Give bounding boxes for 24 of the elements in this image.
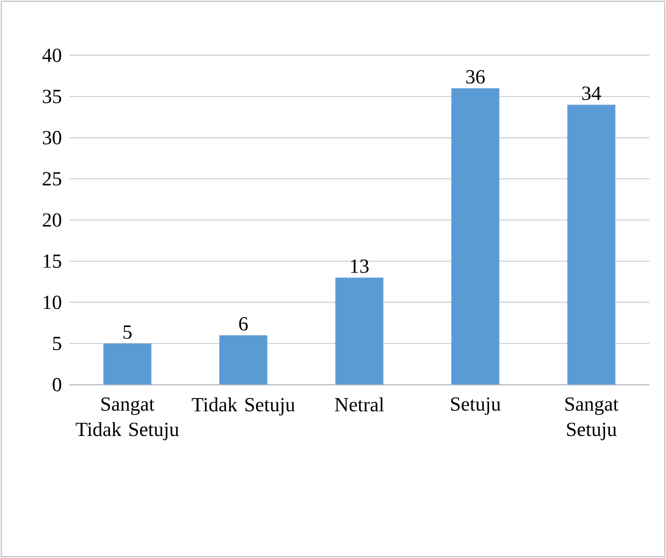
bar (451, 88, 500, 385)
bar (219, 335, 268, 385)
data-label: 5 (124, 326, 132, 339)
y-tick-label: 25 (42, 172, 62, 186)
x-tick-label: Tidak Setuju (192, 397, 295, 416)
bar (567, 104, 616, 385)
y-tick-label: 30 (42, 130, 62, 144)
x-tick-label: Sangat Setuju (565, 397, 618, 440)
y-tick-label: 15 (44, 254, 62, 268)
data-label: 6 (239, 317, 248, 331)
x-tick-label: Setuju (451, 397, 501, 415)
bar (335, 278, 384, 385)
bar (103, 344, 152, 385)
y-tick-label: 20 (42, 213, 62, 227)
data-label: 36 (466, 70, 485, 84)
x-tick-label: Netral (334, 397, 384, 412)
y-tick-label: 35 (42, 90, 62, 104)
y-tick-label: 5 (53, 336, 62, 350)
y-tick-label: 40 (42, 48, 62, 62)
data-label: 34 (582, 86, 602, 100)
y-tick-label: 10 (44, 296, 62, 310)
y-tick-label: 0 (52, 378, 62, 392)
x-tick-label: Sangat Tidak Setuju (76, 397, 179, 440)
data-label: 13 (351, 259, 369, 273)
